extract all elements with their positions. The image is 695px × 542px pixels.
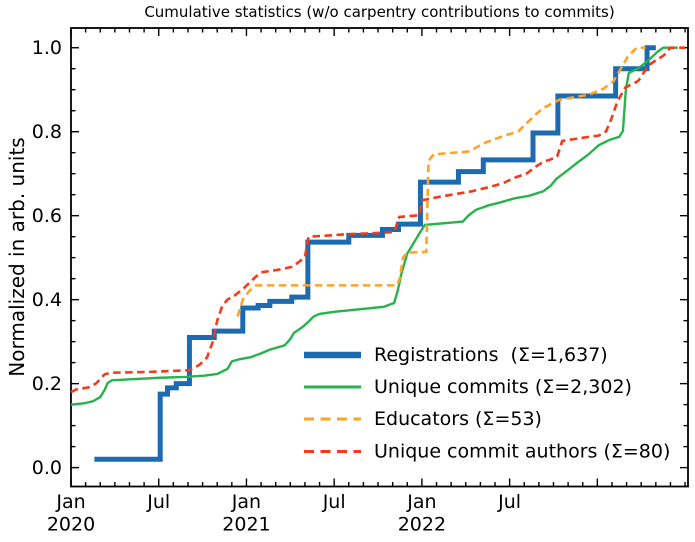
legend-label-registrations: Registrations (Σ=1,637) xyxy=(374,344,608,366)
x-tick-label: Jan xyxy=(406,491,436,513)
x-tick-label: Jul xyxy=(497,491,521,513)
chart-title: Cumulative statistics (w/o carpentry con… xyxy=(144,3,615,21)
x-tick-label: Jul xyxy=(146,491,170,513)
y-axis-label: Normalized in arb. units xyxy=(5,137,29,377)
legend-label-educators: Educators (Σ=53) xyxy=(374,408,542,430)
y-tick-label: 0.2 xyxy=(32,373,62,395)
series-line-unique-commit-authors xyxy=(70,46,686,394)
y-tick-label: 0.4 xyxy=(32,289,62,311)
legend-label-unique-commits: Unique commits (Σ=2,302) xyxy=(374,376,632,398)
x-tick-year-label: 2021 xyxy=(222,514,270,536)
y-tick-label: 0.8 xyxy=(32,121,62,143)
legend-label-unique-commit-authors: Unique commit authors (Σ=80) xyxy=(374,441,670,463)
y-tick-label: 0.0 xyxy=(32,457,62,479)
x-tick-label: Jan xyxy=(231,491,261,513)
series-line-unique-commits xyxy=(70,46,678,406)
x-tick-label: Jul xyxy=(322,491,346,513)
series-line-registrations xyxy=(94,45,656,462)
x-tick-year-label: 2020 xyxy=(47,514,95,536)
x-tick-label: Jan xyxy=(55,491,85,513)
y-tick-label: 1.0 xyxy=(32,37,62,59)
x-tick-year-label: 2022 xyxy=(398,514,446,536)
y-tick-label: 0.6 xyxy=(32,205,62,227)
series-line-educators xyxy=(236,46,646,317)
